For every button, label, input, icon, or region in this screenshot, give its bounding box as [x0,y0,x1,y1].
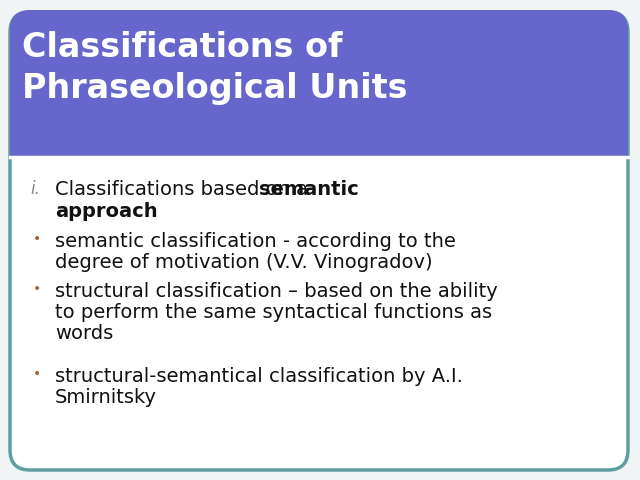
Text: i.: i. [30,180,40,198]
Text: •: • [33,232,41,246]
Text: structural-semantical classification by A.I.: structural-semantical classification by … [55,367,463,386]
Text: semantic: semantic [259,180,358,199]
Text: words: words [55,324,113,343]
Text: Classifications of: Classifications of [22,31,342,64]
Text: Smirnitsky: Smirnitsky [55,388,157,407]
Text: •: • [33,367,41,381]
Text: to perform the same syntactical functions as: to perform the same syntactical function… [55,303,492,322]
Text: structural classification – based on the ability: structural classification – based on the… [55,282,498,301]
Text: •: • [33,282,41,296]
FancyBboxPatch shape [10,10,628,158]
Text: Phraseological Units: Phraseological Units [22,72,408,105]
Text: approach: approach [55,202,157,221]
Bar [10,136,628,158]
Text: degree of motivation (V.V. Vinogradov): degree of motivation (V.V. Vinogradov) [55,253,433,272]
Text: Classifications based on a: Classifications based on a [55,180,314,199]
Text: semantic classification - according to the: semantic classification - according to t… [55,232,456,251]
FancyBboxPatch shape [10,12,628,470]
